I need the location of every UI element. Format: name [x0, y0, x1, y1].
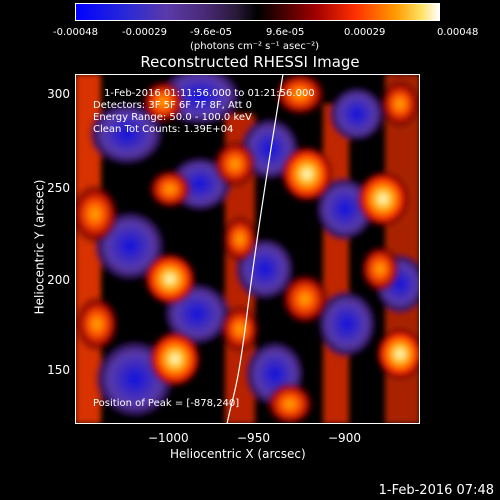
colorbar-tick: 9.6e-05: [266, 27, 305, 38]
info-time-range: 1-Feb-2016 01:11:56.000 to 01:21:56.000: [104, 88, 315, 99]
colorbar-tick: -0.00048: [53, 27, 98, 38]
colorbar: [75, 3, 440, 21]
y-tick-label: 200: [47, 273, 70, 287]
date-stamp: 1-Feb-2016 07:48: [378, 483, 494, 498]
y-tick-label: 300: [47, 87, 70, 101]
image-title: Reconstructed RHESSI Image: [140, 53, 360, 71]
x-tick-label: −1000: [148, 431, 189, 445]
image-canvas: [75, 74, 420, 424]
x-tick-label: −950: [237, 431, 270, 445]
info-detectors: Detectors: 3F 5F 6F 7F 8F, Att 0: [93, 100, 253, 111]
y-tick-label: 250: [47, 181, 70, 195]
colorbar-units: (photons cm⁻² s⁻¹ asec⁻²): [190, 41, 320, 52]
info-energy: Energy Range: 50.0 - 100.0 keV: [93, 112, 252, 123]
x-tick-label: −900: [328, 431, 361, 445]
info-peak: Position of Peak = [-878,240]: [93, 398, 240, 409]
x-axis-label: Heliocentric X (arcsec): [170, 447, 306, 461]
y-tick-label: 150: [47, 363, 70, 377]
colorbar-tick: 0.00048: [437, 27, 479, 38]
rhessi-image: [75, 74, 420, 424]
colorbar-tick: -0.00029: [122, 27, 167, 38]
info-clean: Clean Tot Counts: 1.39E+04: [93, 124, 234, 135]
colorbar-tick: 0.00029: [344, 27, 386, 38]
y-axis-label: Heliocentric Y (arcsec): [32, 179, 47, 315]
solar-limb: [226, 74, 284, 424]
colorbar-tick: -9.6e-05: [190, 27, 232, 38]
